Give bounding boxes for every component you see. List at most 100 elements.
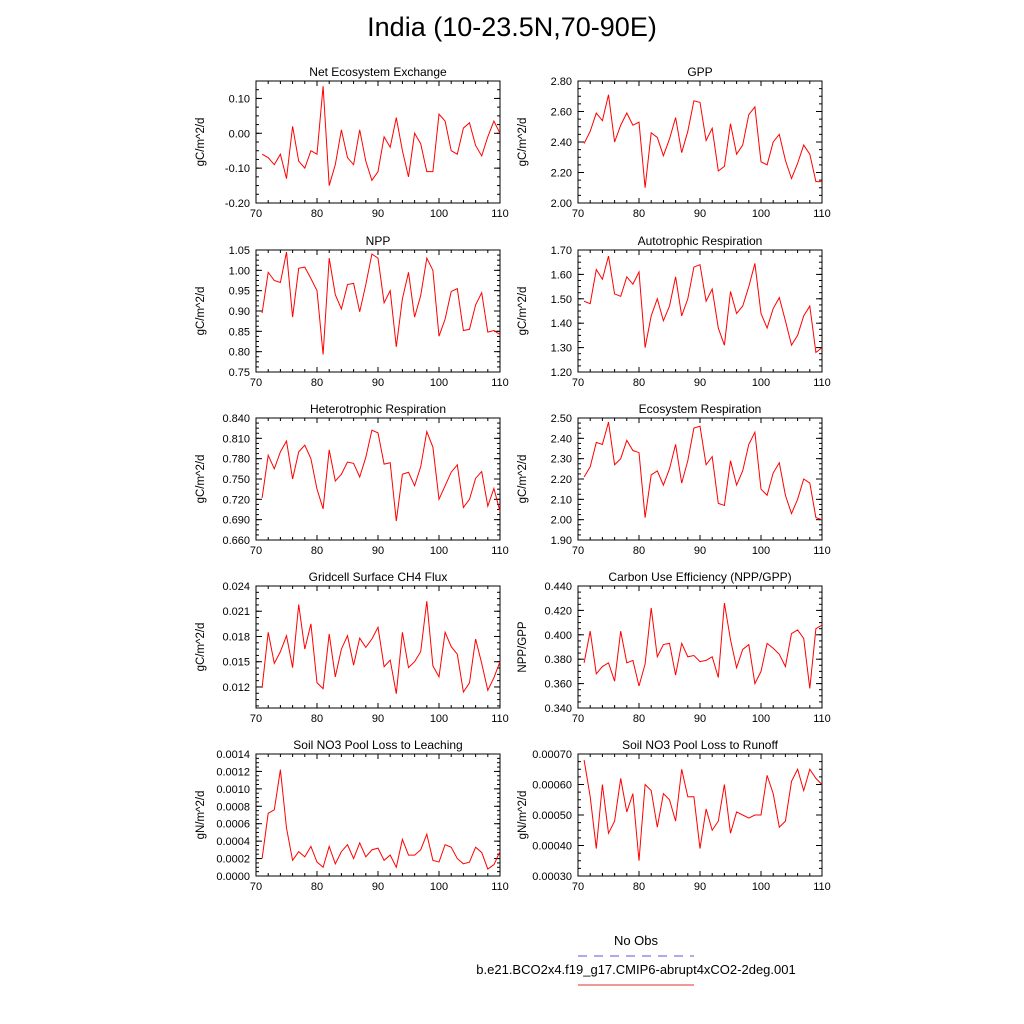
y-tick-label: 0.660 (222, 535, 250, 547)
x-tick-label: 70 (250, 208, 262, 220)
legend-label-model: b.e21.BCO2x4.f19_g17.CMIP6-abrupt4xCO2-2… (476, 962, 795, 977)
y-axis-label: gC/m^2/d (517, 287, 529, 336)
x-tick-label: 90 (372, 881, 384, 893)
y-tick-label: 2.80 (551, 76, 572, 88)
x-tick-label: 80 (633, 713, 645, 725)
y-tick-label: 2.40 (551, 433, 572, 445)
x-tick-label: 80 (311, 713, 323, 725)
page-title: India (10-23.5N,70-90E) (367, 12, 657, 42)
plot-frame (577, 249, 823, 373)
y-tick-label: 0.0008 (216, 801, 250, 813)
y-tick-label: 2.30 (551, 454, 572, 466)
y-tick-label: 1.90 (551, 535, 572, 547)
plot-frame (255, 80, 501, 204)
x-tick-label: 100 (430, 208, 448, 220)
panel-title: Soil NO3 Pool Loss to Leaching (293, 738, 462, 752)
y-tick-label: 2.20 (551, 474, 572, 486)
panel-title: Net Ecosystem Exchange (309, 65, 447, 79)
x-tick-label: 110 (813, 208, 831, 220)
x-tick-label: 100 (752, 545, 770, 557)
x-tick-label: 90 (694, 545, 706, 557)
x-tick-label: 90 (372, 208, 384, 220)
panel-title: NPP (366, 234, 391, 248)
y-axis-label: NPP/GPP (517, 621, 529, 672)
chart-panel-2: NPP gC/m^2/d 70 80 90 100 110 0.75 0.80 0.85 0.90 0… (195, 234, 509, 389)
x-tick-label: 90 (694, 713, 706, 725)
y-axis-label: gC/m^2/d (195, 455, 207, 504)
plot-frame (577, 585, 823, 709)
y-tick-label: 1.70 (551, 245, 572, 257)
series-line (583, 760, 823, 861)
y-axis-label: gN/m^2/d (195, 791, 207, 840)
y-tick-label: -0.20 (225, 198, 250, 210)
y-tick-label: 0.360 (544, 679, 572, 691)
y-tick-label: 2.40 (551, 137, 572, 149)
y-tick-label: 0.75 (229, 367, 250, 379)
y-tick-label: 0.0012 (216, 766, 250, 778)
y-tick-label: 0.021 (222, 606, 250, 618)
x-tick-label: 80 (633, 208, 645, 220)
series-line (261, 86, 501, 186)
chart-panel-3: Autotrophic Respiration gC/m^2/d 70 80 90 100… (517, 234, 831, 389)
y-tick-label: 1.60 (551, 269, 572, 281)
y-axis-label: gC/m^2/d (195, 623, 207, 672)
y-tick-label: 0.00030 (532, 871, 572, 883)
y-tick-label: 0.0002 (216, 854, 250, 866)
y-tick-label: 0.810 (222, 433, 250, 445)
x-tick-label: 110 (813, 713, 831, 725)
y-tick-label: 2.60 (551, 107, 572, 119)
x-tick-label: 70 (250, 377, 262, 389)
y-tick-label: 0.400 (544, 630, 572, 642)
series-line (261, 601, 501, 694)
series-line (583, 94, 822, 188)
panel-title: Ecosystem Respiration (639, 402, 762, 416)
y-tick-label: 0.10 (229, 93, 250, 105)
x-tick-label: 80 (311, 545, 323, 557)
x-tick-label: 80 (633, 377, 645, 389)
panel-title: Heterotrophic Respiration (310, 402, 446, 416)
y-tick-label: 2.00 (551, 198, 572, 210)
chart-panel-6: Gridcell Surface CH4 Flux gC/m^2/d 70 80 90 1… (195, 570, 509, 725)
x-tick-label: 90 (372, 713, 384, 725)
y-tick-label: 0.340 (544, 703, 572, 715)
y-tick-label: 0.750 (222, 474, 250, 486)
x-tick-label: 80 (633, 881, 645, 893)
y-tick-label: 0.024 (222, 581, 250, 593)
y-tick-label: 0.0014 (216, 749, 250, 761)
series-line (583, 602, 823, 689)
x-tick-label: 100 (430, 545, 448, 557)
chart-panel-1: GPP gC/m^2/d 70 80 90 100 110 2.00 2.20 2.40 2.60 2… (517, 65, 831, 220)
panel-title: Carbon Use Efficiency (NPP/GPP) (608, 570, 791, 584)
y-tick-label: 0.00060 (532, 780, 572, 792)
y-tick-label: 0.380 (544, 654, 572, 666)
series-line (261, 429, 501, 522)
chart-panel-5: Ecosystem Respiration gC/m^2/d 70 80 90 100 11… (517, 402, 831, 557)
chart-panel-9: Soil NO3 Pool Loss to Runoff gN/m^2/d 70 80… (517, 738, 831, 893)
plot-frame (577, 417, 823, 541)
y-tick-label: 0.780 (222, 454, 250, 466)
x-tick-label: 90 (694, 881, 706, 893)
legend-label-no-obs: No Obs (614, 933, 659, 948)
y-axis-label: gC/m^2/d (517, 118, 529, 167)
series-line (583, 421, 823, 521)
legend: No Obs b.e21.BCO2x4.f19_g17.CMIP6-abrupt4… (476, 933, 796, 986)
y-tick-label: 0.80 (229, 347, 250, 359)
x-tick-label: 110 (491, 881, 509, 893)
y-tick-label: 1.30 (551, 343, 572, 355)
plot-frame (255, 249, 501, 373)
x-tick-label: 70 (250, 713, 262, 725)
x-tick-label: 110 (491, 545, 509, 557)
x-tick-label: 80 (311, 377, 323, 389)
y-tick-label: 1.50 (551, 294, 572, 306)
x-tick-label: 110 (813, 881, 831, 893)
y-tick-label: -0.10 (225, 163, 250, 175)
chart-panel-7: Carbon Use Efficiency (NPP/GPP) NPP/GPP 70… (517, 570, 831, 725)
y-tick-label: 1.05 (229, 245, 250, 257)
x-tick-label: 70 (250, 881, 262, 893)
x-tick-label: 100 (752, 377, 770, 389)
x-tick-label: 70 (250, 545, 262, 557)
x-tick-label: 80 (633, 545, 645, 557)
y-tick-label: 1.20 (551, 367, 572, 379)
y-tick-label: 0.0004 (216, 836, 250, 848)
panel-title: Autotrophic Respiration (638, 234, 763, 248)
